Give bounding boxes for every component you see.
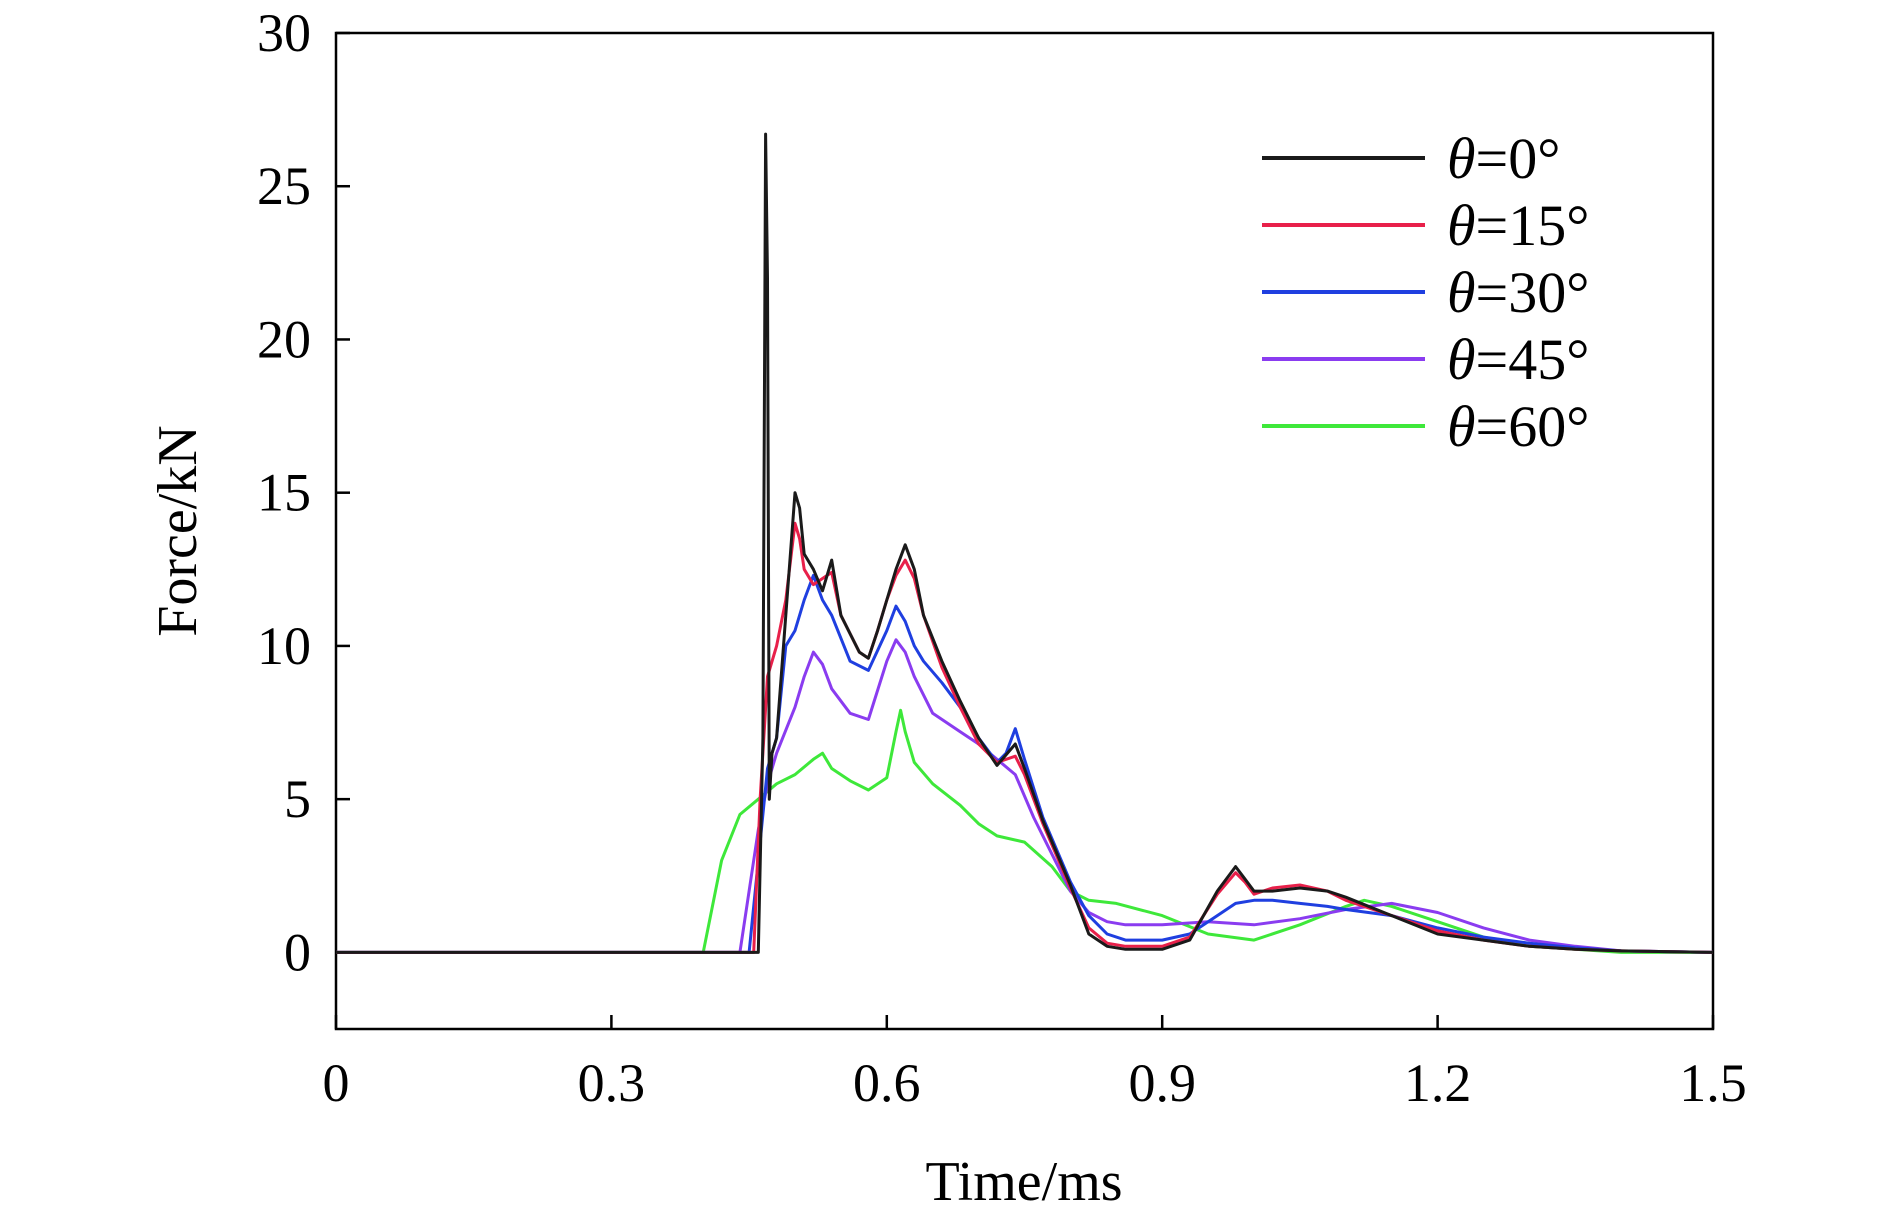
series-line xyxy=(336,708,1713,954)
y-axis-label: Force/kN xyxy=(147,425,209,637)
y-tick-label: 25 xyxy=(257,156,311,216)
y-tick-label: 5 xyxy=(284,769,311,829)
x-tick-label: 0.9 xyxy=(1128,1053,1196,1113)
x-axis-ticks: 0 0.3 0.6 0.9 1.2 1.5 xyxy=(323,1015,1747,1113)
legend-label: θ=60° xyxy=(1447,394,1589,459)
series-lines xyxy=(336,132,1714,954)
y-tick-label: 30 xyxy=(257,3,311,63)
legend-label: θ=30° xyxy=(1447,260,1589,325)
legend-label: θ=45° xyxy=(1447,327,1589,392)
legend-label: θ=15° xyxy=(1447,193,1589,258)
x-tick-label: 1.2 xyxy=(1404,1053,1472,1113)
y-tick-label: 0 xyxy=(284,922,311,982)
y-tick-label: 20 xyxy=(257,309,311,369)
legend: θ=0°θ=15°θ=30°θ=45°θ=60° xyxy=(1262,126,1589,459)
x-tick-label: 0.3 xyxy=(578,1053,646,1113)
y-axis-ticks: 0 5 10 15 20 25 30 xyxy=(257,3,350,982)
x-tick-label: 1.5 xyxy=(1679,1053,1747,1113)
series-line xyxy=(336,573,1714,954)
legend-label: θ=0° xyxy=(1447,126,1560,191)
y-tick-label: 10 xyxy=(257,616,311,676)
x-tick-label: 0.6 xyxy=(853,1053,921,1113)
series-line xyxy=(336,132,1714,954)
plot-frame xyxy=(334,31,1715,1031)
y-tick-label: 15 xyxy=(257,463,311,523)
x-tick-label: 0 xyxy=(323,1053,350,1113)
x-axis-label: Time/ms xyxy=(925,1151,1122,1213)
